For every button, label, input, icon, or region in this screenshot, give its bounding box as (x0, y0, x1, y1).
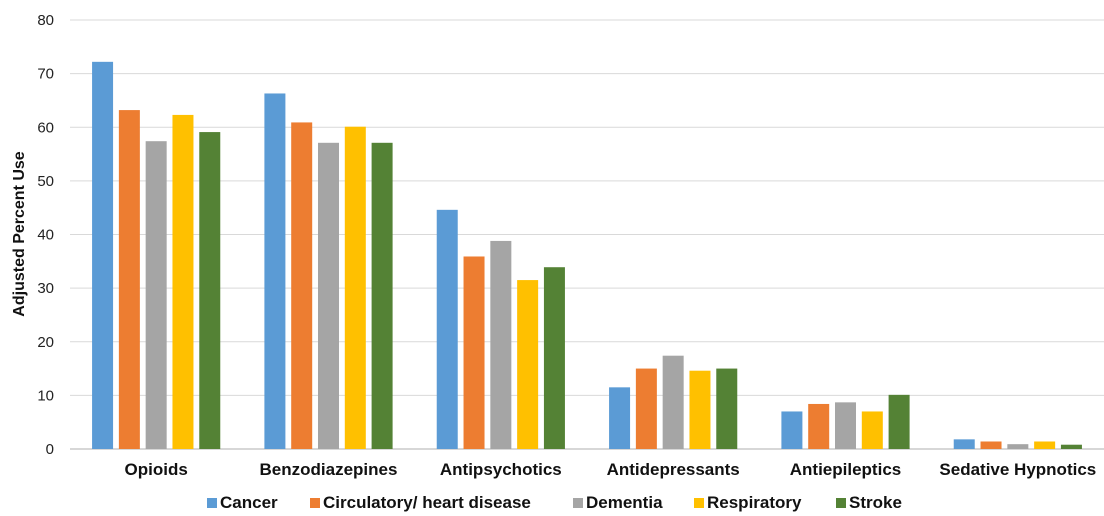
bar-antiepileptics-cancer (781, 411, 803, 449)
x-category-label: Antiepileptics (790, 460, 901, 479)
bar-antipsychotics-stroke (543, 267, 565, 449)
bar-benzodiazepines-dementia (318, 142, 339, 449)
x-category-label: Antidepressants (607, 460, 740, 479)
legend-label: Stroke (849, 493, 902, 512)
bar-opioids-circulatory-heart-disease (118, 110, 140, 449)
bar-antipsychotics-dementia (490, 240, 512, 449)
y-tick-label: 50 (37, 173, 54, 190)
y-tick-label: 80 (37, 12, 54, 29)
bars (92, 61, 1082, 450)
bar-opioids-respiratory (172, 114, 194, 449)
y-tick-label: 40 (37, 227, 54, 244)
bar-antidepressants-cancer (609, 387, 631, 449)
legend-swatch (694, 498, 704, 508)
y-axis-ticks: 0 10 20 30 40 50 60 70 80 (37, 12, 54, 458)
bar-antidepressants-dementia (662, 355, 684, 449)
bar-antiepileptics-stroke (888, 394, 910, 449)
bar-antipsychotics-respiratory (517, 280, 539, 449)
y-axis-title: Adjusted Percent Use (11, 151, 28, 316)
bar-benzodiazepines-cancer (264, 93, 286, 449)
bar-benzodiazepines-circulatory-heart-disease (291, 122, 313, 449)
legend-swatch (207, 498, 217, 508)
bar-opioids-cancer (92, 61, 114, 449)
bar-antiepileptics-respiratory (861, 411, 883, 449)
bar-antiepileptics-dementia (835, 402, 856, 449)
y-tick-label: 70 (37, 66, 54, 83)
legend-label: Cancer (220, 493, 278, 512)
bar-antipsychotics-cancer (436, 209, 458, 449)
legend-swatch (836, 498, 846, 508)
bar-antidepressants-respiratory (689, 370, 711, 449)
bar-opioids-stroke (199, 132, 221, 450)
legend-label: Dementia (586, 493, 663, 512)
y-tick-label: 30 (37, 280, 54, 297)
bar-sedative-hypnotics-stroke (1060, 444, 1082, 449)
x-category-label: Opioids (125, 460, 188, 479)
legend-label: Respiratory (707, 493, 802, 512)
bar-benzodiazepines-respiratory (344, 126, 366, 450)
y-tick-label: 20 (37, 334, 54, 351)
x-category-label: Sedative Hypnotics (939, 460, 1096, 479)
bar-antidepressants-circulatory-heart-disease (635, 368, 657, 449)
bar-benzodiazepines-stroke (371, 142, 393, 449)
bar-antipsychotics-circulatory-heart-disease (463, 256, 485, 449)
legend-swatch (573, 498, 583, 508)
bar-sedative-hypnotics-cancer (953, 439, 975, 449)
x-category-label: Antipsychotics (440, 460, 562, 479)
legend-label: Circulatory/ heart disease (323, 493, 531, 512)
bar-sedative-hypnotics-respiratory (1034, 441, 1056, 449)
legend: Cancer Circulatory/ heart disease Dementia… (207, 493, 902, 512)
gridlines (70, 19, 1104, 450)
y-tick-label: 0 (46, 441, 54, 458)
bar-antiepileptics-circulatory-heart-disease (808, 403, 830, 449)
x-category-label: Benzodiazepines (260, 460, 398, 479)
bar-antidepressants-stroke (716, 368, 738, 449)
legend-swatch (310, 498, 320, 508)
bar-sedative-hypnotics-dementia (1007, 444, 1029, 449)
bar-opioids-dementia (145, 141, 167, 449)
y-tick-label: 60 (37, 119, 54, 136)
bar-sedative-hypnotics-circulatory-heart-disease (980, 441, 1002, 449)
x-axis-categories: Opioids Benzodiazepines Antipsychotics Anti… (125, 460, 1097, 479)
y-tick-label: 10 (37, 387, 54, 404)
